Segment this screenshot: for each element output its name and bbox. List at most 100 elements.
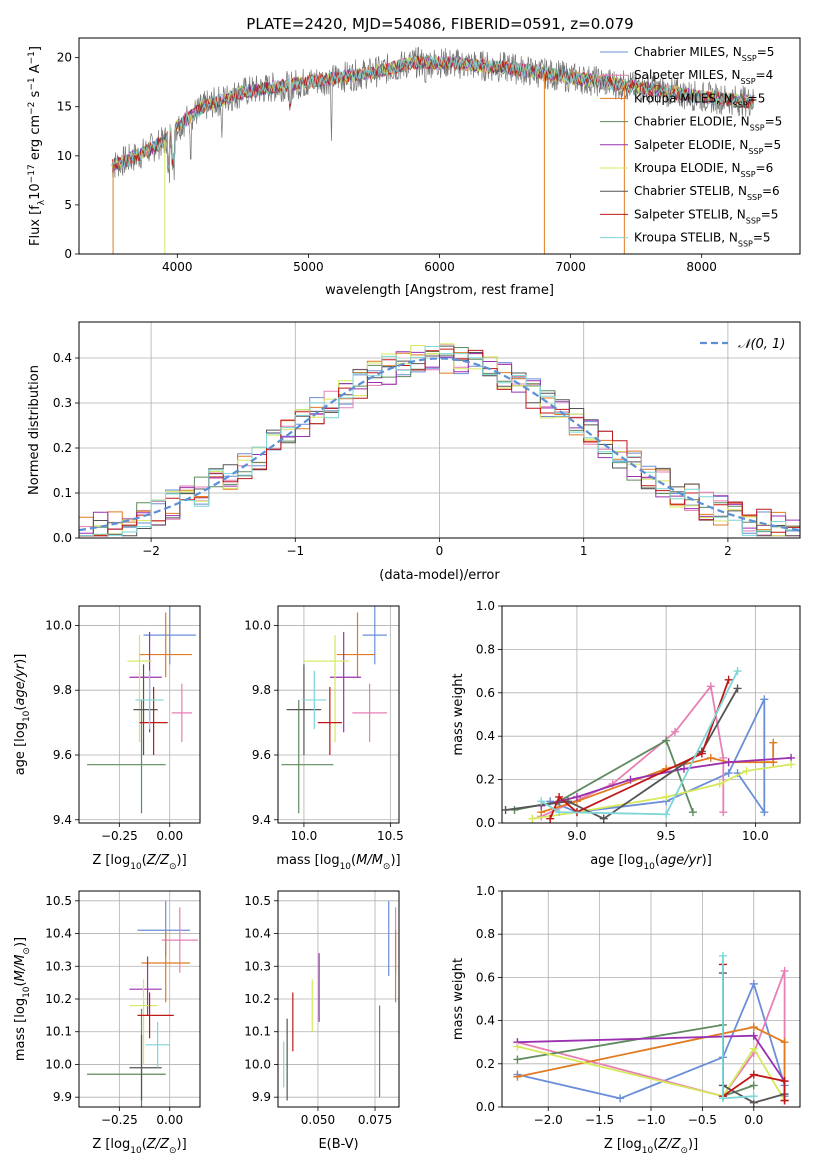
weight-marker: [718, 951, 727, 960]
y-tick-label: 10.3: [244, 959, 271, 973]
weight-line: [517, 1045, 786, 1101]
x-tick-label: 2: [724, 544, 732, 558]
weight-marker: [780, 1077, 789, 1086]
weight-marker: [572, 792, 581, 801]
weight-marker: [769, 738, 778, 747]
weight-marker: [662, 810, 671, 819]
y-tick-label: 10.0: [244, 1057, 271, 1071]
age-vs-mass-axes: 10.0 10.5 9.4 9.6 9.8 10.0: [244, 606, 404, 843]
x-tick-label: 0.050: [301, 1113, 335, 1127]
age-vs-mass-xlabel: mass [log10(M/M⊙)]: [276, 853, 400, 872]
weight-marker: [501, 805, 510, 814]
legend-label: Chabrier STELIB, NSSP=6: [634, 184, 780, 202]
residuals-axes: −2 −1 0 1 2 0.0 0.1 0.2 0.3 0.4: [53, 322, 800, 558]
weight-marker: [546, 814, 555, 823]
weight-line: [540, 670, 739, 816]
weight-marker: [749, 1081, 758, 1090]
mass-vs-EBV-points: [283, 900, 397, 1101]
weight-vs-Z-xlabel: Z [log10(Z/Z⊙)]: [604, 1137, 698, 1156]
weight-vs-age-series: [501, 667, 796, 823]
spectrum-axes: 4000 5000 6000 7000 8000 0 5 10 15 20: [57, 51, 717, 274]
legend-label: Salpeter STELIB, NSSP=5: [634, 207, 778, 225]
weight-marker: [718, 1094, 727, 1103]
y-tick-label: 9.4: [252, 813, 271, 827]
x-tick-label: 8000: [686, 260, 717, 274]
y-tick-label: 0.8: [476, 927, 495, 941]
weight-line: [517, 1026, 786, 1101]
y-tick-label: 1.0: [476, 884, 495, 898]
legend-label: 𝒩(0, 1): [738, 337, 785, 352]
age-vs-Z-frame: [78, 605, 201, 824]
weight-marker: [555, 792, 564, 801]
age-vs-Z-points: [87, 606, 196, 814]
weight-marker: [749, 1023, 758, 1032]
weight-marker: [724, 769, 733, 778]
weight-marker: [780, 966, 789, 975]
weight-marker: [749, 1070, 758, 1079]
y-tick-label: 0.8: [476, 642, 495, 656]
y-tick-label: 10.0: [45, 1057, 72, 1071]
weight-marker: [742, 766, 751, 775]
x-tick-label: −2.0: [534, 1113, 563, 1127]
weight-marker: [719, 808, 728, 817]
weight-line: [517, 1023, 755, 1098]
y-tick-label: 10.4: [244, 927, 271, 941]
x-tick-label: 9.0: [567, 829, 586, 843]
weight-vs-age-frame: [501, 605, 801, 824]
residual-histograms: [78, 343, 801, 537]
x-tick-label: 1: [580, 544, 588, 558]
x-tick-label: 0.00: [156, 1113, 183, 1127]
legend-label: Salpeter MILES, NSSP=4: [634, 68, 773, 86]
y-tick-label: 9.8: [252, 683, 271, 697]
weight-marker: [787, 760, 796, 769]
y-tick-label: 0.2: [476, 1057, 495, 1071]
mass-vs-EBV-xlabel: E(B-V): [318, 1137, 358, 1152]
spectrum-ylabel: Flux [fλ10−17 erg cm−2 s−1 A−1]: [27, 46, 47, 246]
weight-marker: [537, 797, 546, 806]
y-tick-label: 0.0: [53, 531, 72, 545]
y-tick-label: 10.4: [45, 927, 72, 941]
weight-marker: [680, 764, 689, 773]
age-vs-mass-frame: [277, 605, 400, 824]
residuals-xlabel: (data-model)/error: [379, 568, 500, 583]
y-tick-label: 0: [64, 247, 72, 261]
weight-vs-Z-frame: [501, 890, 801, 1108]
weight-marker: [760, 808, 769, 817]
x-tick-label: 4000: [162, 260, 193, 274]
residual-step: [79, 346, 800, 537]
weight-marker: [513, 1072, 522, 1081]
legend-label: Chabrier MILES, NSSP=5: [634, 45, 774, 63]
y-tick-label: 10.3: [45, 959, 72, 973]
mass-vs-Z-ylabel: mass [log10(M/M⊙)]: [13, 937, 32, 1061]
y-tick-label: 10.1: [244, 1025, 271, 1039]
weight-vs-age-grid: [502, 605, 800, 824]
y-tick-label: 0.0: [476, 1100, 495, 1114]
x-tick-label: 0.075: [358, 1113, 392, 1127]
y-tick-label: 0.6: [476, 686, 495, 700]
weight-vs-Z-ylabel: mass weight: [451, 958, 466, 1040]
weight-marker: [662, 792, 671, 801]
x-tick-label: −2: [142, 544, 160, 558]
spectrum-legend: Chabrier MILES, NSSP=5 Salpeter MILES, NS…: [600, 45, 782, 248]
mass-vs-Z-frame: [78, 890, 201, 1108]
y-tick-label: 5: [64, 198, 72, 212]
weight-vs-age-ylabel: mass weight: [451, 673, 466, 755]
legend-label: Kroupa MILES, NSSP=5: [634, 91, 765, 109]
y-tick-label: 9.6: [53, 748, 72, 762]
weight-line: [540, 684, 725, 818]
y-tick-label: 10: [57, 149, 72, 163]
weight-marker: [780, 1038, 789, 1047]
y-tick-label: 15: [57, 100, 72, 114]
mass-vs-Z-points: [87, 900, 198, 1107]
x-tick-label: 10.5: [377, 829, 404, 843]
weight-vs-age-xlabel: age [log10(age/yr)]: [590, 853, 712, 872]
mass-vs-EBV-grid: [278, 891, 399, 1107]
weight-marker: [555, 808, 564, 817]
y-tick-label: 9.9: [252, 1090, 271, 1104]
y-tick-label: 0.2: [53, 441, 72, 455]
legend-label: Kroupa ELODIE, NSSP=6: [634, 161, 773, 179]
x-tick-label: 0.0: [744, 1113, 763, 1127]
weight-marker: [513, 1042, 522, 1051]
legend-label: Chabrier ELODIE, NSSP=5: [634, 115, 782, 133]
mass-vs-EBV-frame: [277, 890, 400, 1108]
